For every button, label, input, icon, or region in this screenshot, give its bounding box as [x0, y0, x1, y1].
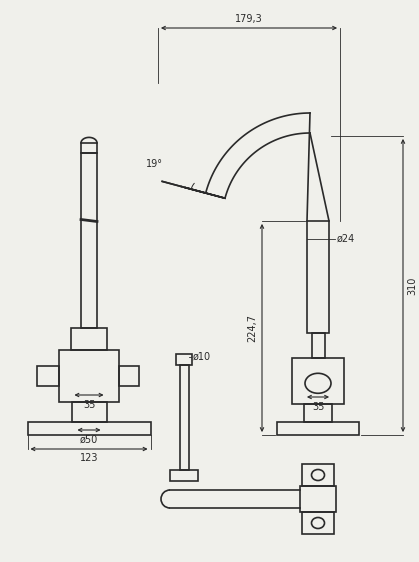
Text: 35: 35	[312, 402, 324, 412]
Text: ø50: ø50	[80, 435, 98, 445]
Text: 310: 310	[407, 277, 417, 294]
Text: ø10: ø10	[192, 352, 211, 362]
Text: 19°: 19°	[146, 160, 163, 169]
Text: ø24: ø24	[337, 234, 355, 244]
Text: 224,7: 224,7	[247, 314, 257, 342]
Text: 35: 35	[83, 400, 95, 410]
Text: 179,3: 179,3	[235, 14, 263, 24]
Text: 123: 123	[80, 453, 98, 463]
